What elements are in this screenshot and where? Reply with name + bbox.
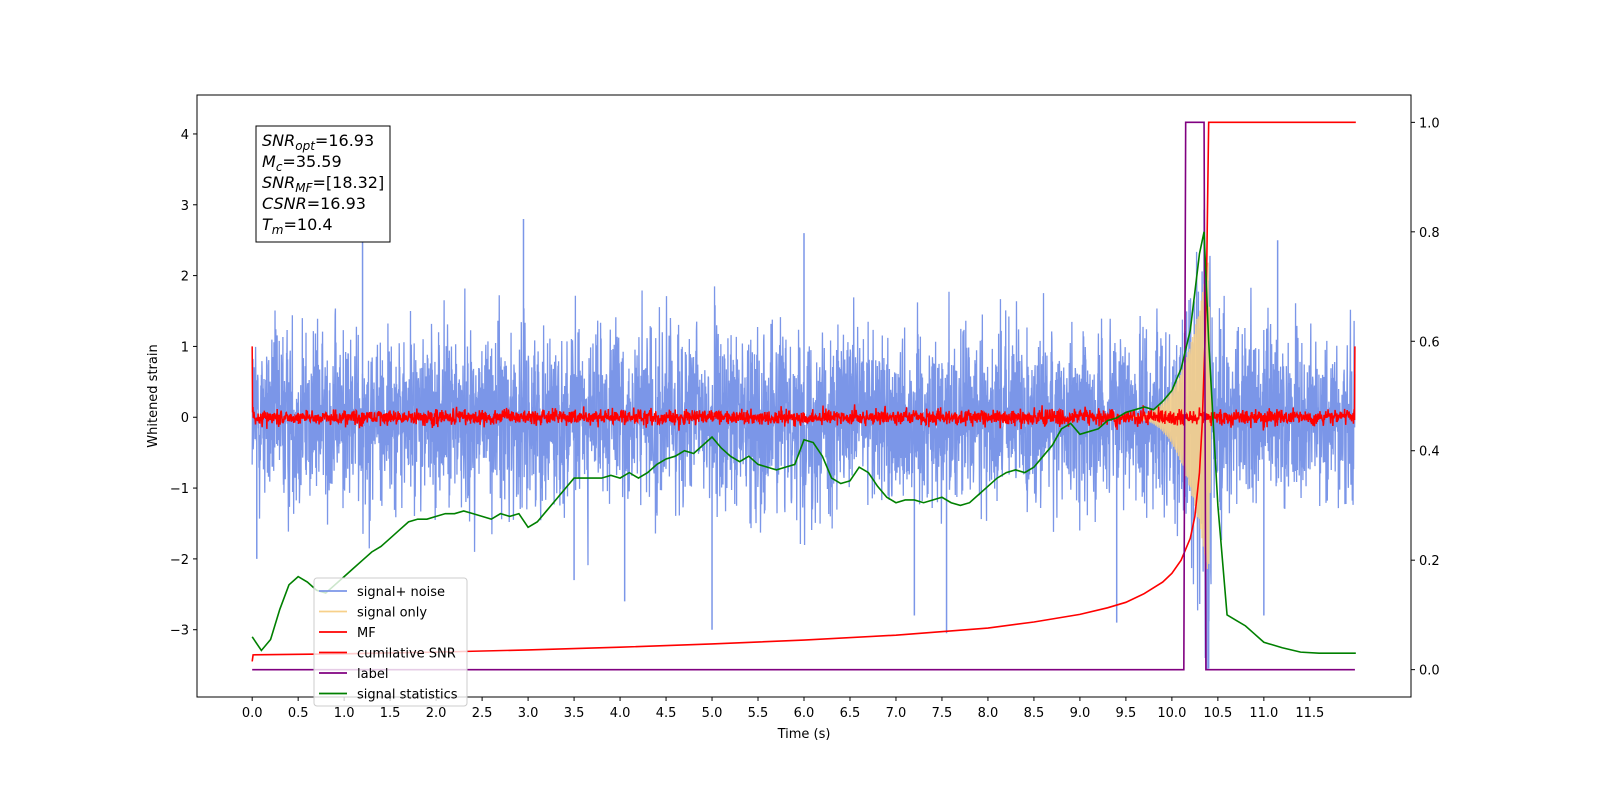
y-tick-label: 0	[181, 411, 189, 426]
x-tick-label: 2.0	[426, 706, 447, 721]
x-tick-label: 5.0	[702, 706, 723, 721]
y-tick-label: −1	[170, 482, 189, 497]
y2-tick-label: 0.2	[1419, 554, 1440, 569]
annotation-line: CSNR=16.93	[262, 194, 366, 213]
x-tick-label: 10.5	[1203, 706, 1232, 721]
legend-label: label	[357, 667, 388, 682]
y-tick-label: −2	[170, 553, 189, 568]
x-tick-label: 7.0	[886, 706, 907, 721]
y-tick-label: 1	[181, 340, 189, 355]
y-tick-label: 2	[181, 270, 189, 285]
legend: signal+ noise signal only MF cumilative SNR…	[313, 577, 468, 707]
x-tick-label: 3.0	[518, 706, 539, 721]
x-tick-label: 9.5	[1116, 706, 1137, 721]
x-tick-label: 11.5	[1295, 706, 1324, 721]
x-axis-title: Time (s)	[777, 727, 831, 742]
y2-tick-label: 0.6	[1419, 335, 1440, 350]
x-tick-label: 0.5	[288, 706, 309, 721]
series-signal-statistics	[251, 231, 1356, 655]
x-tick-label: 11.0	[1249, 706, 1278, 721]
legend-frame	[313, 577, 468, 707]
x-tick-label: 6.5	[840, 706, 861, 721]
x-tick-label: 1.0	[334, 706, 355, 721]
plot-area	[251, 121, 1356, 671]
x-axis: 0.0 0.5 1.0 1.5 2.0 2.5 3.0 3.5 4.0 4.5 5.0 5.5 6.0 6…	[242, 697, 1324, 721]
x-tick-label: 3.5	[564, 706, 585, 721]
x-tick-label: 10.0	[1157, 706, 1186, 721]
y2-tick-label: 1.0	[1419, 116, 1440, 131]
series-cumulative-snr	[251, 121, 1356, 662]
legend-label: signal only	[357, 606, 427, 621]
y-tick-label: −3	[170, 624, 189, 639]
legend-label: signal+ noise	[357, 585, 445, 600]
x-tick-label: 9.0	[1070, 706, 1091, 721]
x-tick-label: 5.5	[748, 706, 769, 721]
x-tick-label: 4.5	[656, 706, 677, 721]
y-tick-label: 3	[181, 199, 189, 214]
legend-label: MF	[357, 626, 376, 641]
legend-label: cumilative SNR	[357, 647, 456, 662]
legend-label: signal statistics	[357, 688, 458, 703]
y2-tick-label: 0.8	[1419, 226, 1440, 241]
x-tick-label: 2.5	[472, 706, 493, 721]
y-axis-left: −3 −2 −1 0 1 2 3 4	[170, 128, 197, 639]
x-tick-label: 8.0	[978, 706, 999, 721]
series-label	[252, 121, 1355, 671]
annotation-line: SNRMF=[18.32]	[262, 173, 384, 195]
annotation-line: Tm=10.4	[262, 215, 333, 237]
y-tick-label: 4	[181, 128, 189, 143]
annotation-line: Mc=35.59	[262, 152, 342, 174]
x-tick-label: 8.5	[1024, 706, 1045, 721]
y2-tick-label: 0.0	[1419, 664, 1440, 679]
y-axis-title: Whitened strain	[146, 344, 161, 447]
annotation-line: SNRopt=16.93	[262, 131, 374, 153]
stats-annotation-box: SNRopt=16.93Mc=35.59SNRMF=[18.32]CSNR=16…	[255, 125, 391, 243]
x-tick-label: 7.5	[932, 706, 953, 721]
x-tick-label: 6.0	[794, 706, 815, 721]
annotation-frame	[255, 125, 391, 243]
x-tick-label: 1.5	[380, 706, 401, 721]
y2-tick-label: 0.4	[1419, 445, 1440, 460]
x-tick-label: 4.0	[610, 706, 631, 721]
series-mf	[251, 346, 1356, 431]
y-axis-right: 0.0 0.2 0.4 0.6 0.8 1.0	[1411, 116, 1440, 679]
x-tick-label: 0.0	[242, 706, 263, 721]
